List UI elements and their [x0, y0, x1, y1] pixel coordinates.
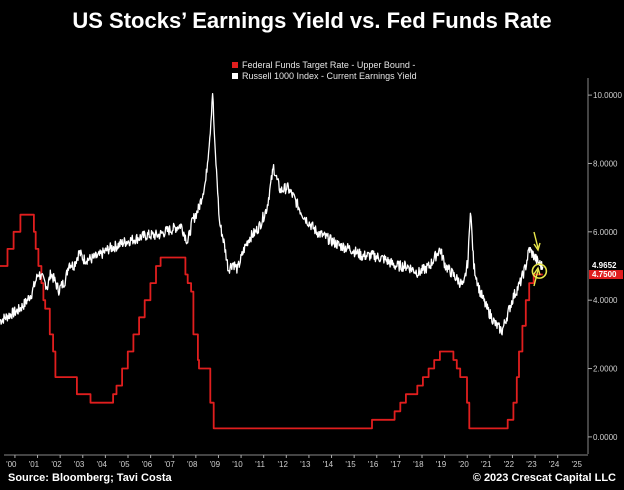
x-tick-label: '21 — [481, 460, 492, 468]
legend-swatch-red — [232, 62, 238, 68]
y-tick-label: 10.0000 — [593, 91, 622, 100]
x-tick-label: '16 — [368, 460, 379, 468]
arrow-up — [533, 269, 539, 287]
end-label-white: 4.9652 — [592, 261, 617, 270]
end-label-red: 4.7500 — [592, 270, 617, 279]
x-tick-label: '01 — [29, 460, 40, 468]
x-tick-label: '20 — [458, 460, 469, 468]
legend: Federal Funds Target Rate - Upper Bound … — [232, 60, 417, 81]
x-tick-label: '14 — [323, 460, 334, 468]
x-tick-label: '06 — [142, 460, 153, 468]
crossover-circle — [531, 263, 548, 279]
x-tick-label: '00 — [6, 460, 17, 468]
x-tick-label: '23 — [526, 460, 537, 468]
y-tick-label: 6.0000 — [593, 228, 618, 237]
x-tick-label: '24 — [549, 460, 560, 468]
x-tick-label: '13 — [300, 460, 311, 468]
page-title: US Stocks’ Earnings Yield vs. Fed Funds … — [72, 8, 552, 33]
x-tick-label: '22 — [504, 460, 515, 468]
x-tick-label: '17 — [391, 460, 402, 468]
x-tick-label: '07 — [164, 460, 175, 468]
y-axis-ticks: 0.0000 2.0000 4.0000 6.0000 8.0000 10.0000 — [587, 78, 622, 454]
end-label-white-box — [589, 261, 623, 271]
y-tick-label: 0.0000 — [593, 433, 618, 442]
x-tick-label: '15 — [345, 460, 356, 468]
legend-swatch-white — [232, 73, 238, 79]
x-tick-label: '25 — [571, 460, 582, 468]
source-credit: Source: Bloomberg; Tavi Costa — [8, 472, 172, 484]
x-axis-ticks: '00 '01 '02 '03 '04 '05 '06 '07 '08 '09 '10 '11 '12 '… — [4, 454, 588, 468]
x-tick-label: '18 — [413, 460, 424, 468]
x-tick-label: '12 — [277, 460, 288, 468]
legend-label-red: Federal Funds Target Rate - Upper Bound … — [242, 60, 415, 70]
arrow-down — [533, 231, 539, 249]
x-tick-label: '19 — [436, 460, 447, 468]
arrow-up-head — [533, 266, 541, 276]
arrow-down-head — [533, 242, 541, 252]
annotations — [531, 231, 548, 287]
end-label-red-box — [589, 270, 623, 280]
x-tick-label: '09 — [210, 460, 221, 468]
series-line-fed-funds — [0, 213, 543, 430]
series-layer — [0, 93, 544, 430]
x-tick-label: '11 — [255, 460, 265, 468]
y-tick-label: 8.0000 — [593, 159, 618, 168]
copyright: © 2023 Crescat Capital LLC — [472, 472, 616, 484]
x-tick-label: '08 — [187, 460, 198, 468]
footer: Source: Bloomberg; Tavi Costa © 2023 Cre… — [0, 468, 624, 490]
y-tick-label: 2.0000 — [593, 365, 618, 374]
x-tick-label: '03 — [74, 460, 85, 468]
series-line-earnings-yield — [0, 93, 544, 336]
x-tick-label: '04 — [97, 460, 108, 468]
chart: 0.0000 2.0000 4.0000 6.0000 8.0000 10.0000 '0… — [0, 60, 623, 468]
x-tick-label: '05 — [119, 460, 130, 468]
y-tick-label: 4.0000 — [593, 296, 618, 305]
legend-label-white: Russell 1000 Index - Current Earnings Yi… — [242, 71, 417, 81]
x-tick-label: '02 — [51, 460, 62, 468]
x-tick-label: '10 — [232, 460, 243, 468]
